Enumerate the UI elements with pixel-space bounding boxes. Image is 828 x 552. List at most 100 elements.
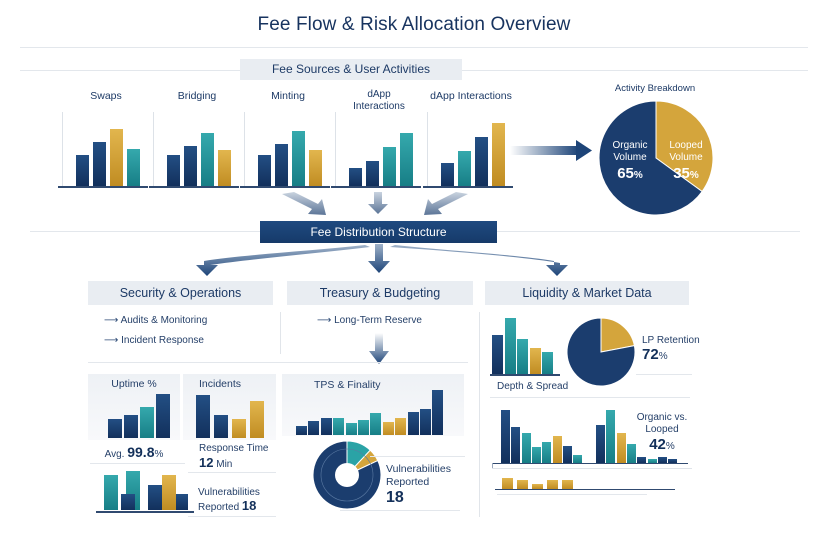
lp-retention-label: LP Retention — [642, 335, 700, 346]
vuln-label: Reported — [386, 476, 430, 488]
fee-chart-frame — [62, 112, 150, 186]
baseline — [331, 186, 421, 188]
fee-chart-label: dApp Interactions — [430, 90, 512, 102]
bar — [407, 412, 419, 435]
fee-chart-bars — [441, 116, 509, 186]
fee-chart-label: Minting — [271, 90, 305, 102]
vuln-value: 18 — [241, 498, 257, 513]
slice-name: Organic — [612, 140, 648, 151]
bar — [196, 395, 210, 438]
bar — [420, 409, 431, 435]
slice-name: Volume — [669, 152, 703, 163]
response-value: 12 — [199, 455, 214, 470]
lp-value: 72 — [642, 346, 659, 363]
response-unit: Min — [216, 459, 233, 470]
bar — [517, 480, 528, 489]
fee-chart-label: Bridging — [177, 90, 217, 102]
bar — [214, 415, 228, 438]
slice-value: 35 — [673, 165, 690, 182]
bar — [296, 426, 307, 435]
security-mixed-chart — [104, 470, 188, 510]
bar — [308, 421, 320, 435]
down-arrow-icon — [369, 333, 389, 364]
fee-chart-frame — [427, 112, 515, 186]
bar — [395, 418, 407, 435]
bar — [124, 415, 138, 438]
bar — [492, 123, 505, 186]
arrow-right-icon: ⟶ — [104, 335, 122, 346]
bar — [383, 147, 396, 186]
slice-value: 65 — [617, 165, 634, 182]
bar — [475, 137, 488, 186]
bar — [345, 423, 357, 435]
bar — [370, 413, 382, 435]
bar — [596, 425, 605, 463]
fee-chart-bars — [349, 116, 417, 186]
bar — [542, 442, 552, 463]
fee-distribution-structure: Fee Distribution Structure — [260, 221, 497, 243]
bar — [333, 418, 345, 435]
organic-vs-looped: Organic vs. Looped 42% — [628, 412, 696, 456]
bar — [275, 144, 288, 186]
divider — [636, 374, 692, 375]
bar — [657, 457, 667, 463]
baseline — [423, 186, 513, 188]
bar — [76, 155, 89, 186]
tps-title: TPS & Finality — [314, 379, 381, 391]
looped-volume-label: Looped Volume 35% — [662, 140, 710, 185]
uptime-title: Uptime % — [111, 378, 157, 390]
baseline — [240, 186, 330, 188]
baseline — [495, 489, 675, 490]
bar — [562, 446, 572, 463]
uptime-chart — [98, 392, 174, 438]
bar — [110, 129, 123, 186]
incidents-title: Incidents — [199, 378, 242, 390]
vulnerabilities-donut — [312, 440, 382, 510]
avg-label: Avg. — [104, 449, 125, 460]
fee-chart-frame — [335, 112, 423, 186]
vuln-label: Vulnerabilities — [198, 487, 260, 498]
uptime-average: Avg. 99.8% — [88, 444, 180, 460]
bar — [606, 410, 616, 463]
avg-value: 99.8 — [127, 444, 155, 460]
donut-ring — [320, 448, 374, 502]
baseline — [149, 186, 239, 188]
fee-sources-heading: Fee Sources & User Activities — [240, 59, 462, 80]
vuln-label: Vulnerabilities — [386, 463, 451, 475]
divider — [188, 516, 276, 517]
depth-spread-chart — [492, 318, 556, 374]
response-time: 12 Min — [199, 455, 232, 470]
bar — [104, 475, 118, 510]
bar — [140, 407, 154, 438]
bar — [148, 485, 162, 510]
treasury-budgeting-heading: Treasury & Budgeting — [287, 281, 473, 305]
list-item-label: Audits & Monitoring — [120, 315, 208, 326]
lp-unit: % — [658, 351, 668, 362]
ovl-label: Looped — [645, 424, 679, 435]
fee-chart-frame — [153, 112, 241, 186]
ovl-unit: % — [665, 441, 675, 452]
fee-chart-bars — [167, 116, 235, 186]
list-item-incident: ⟶ Incident Response — [104, 335, 204, 346]
bar — [349, 168, 362, 186]
bar — [358, 420, 369, 435]
bar — [626, 444, 636, 463]
activity-breakdown-title: Activity Breakdown — [614, 83, 696, 94]
list-item-reserve: ⟶ Long-Term Reserve — [317, 315, 422, 326]
bar — [492, 335, 503, 374]
lp-retention-value: 72% — [642, 346, 668, 364]
bar — [517, 339, 528, 374]
security-operations-heading: Security & Operations — [88, 281, 273, 305]
baseline — [96, 511, 194, 513]
activity-breakdown-pie — [598, 100, 714, 216]
bar — [668, 459, 678, 463]
bar — [542, 352, 553, 374]
bar — [250, 401, 264, 438]
bar — [637, 457, 647, 463]
bar — [121, 494, 135, 510]
bar — [292, 131, 305, 186]
bar — [309, 150, 322, 186]
bar — [176, 494, 188, 510]
axis — [492, 463, 493, 469]
treasury-vulnerabilities: Vulnerabilities Reported 18 — [386, 463, 451, 507]
